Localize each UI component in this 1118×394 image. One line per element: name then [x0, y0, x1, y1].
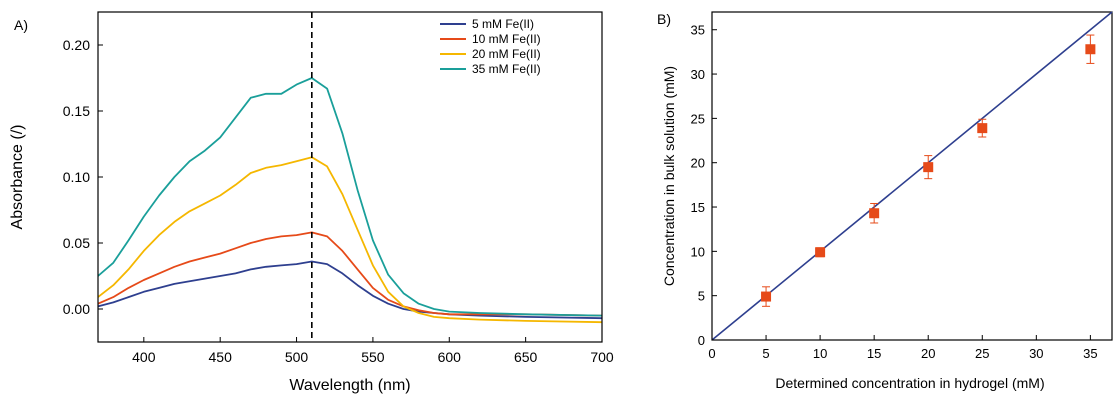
x-tick-label: 35 — [1083, 346, 1097, 361]
y-tick-label: 10 — [691, 244, 705, 259]
x-tick-label: 700 — [590, 349, 614, 365]
panel-b-fit-line — [711, 11, 1113, 341]
series-line-1 — [97, 260, 603, 320]
data-point — [869, 202, 880, 224]
legend-label: 20 mM Fe(II) — [472, 47, 541, 61]
data-point — [815, 247, 826, 258]
x-tick-label: 550 — [361, 349, 385, 365]
panel-b-points-layer — [761, 34, 1096, 307]
legend-label: 35 mM Fe(II) — [472, 62, 541, 76]
y-tick-label: 30 — [691, 67, 705, 82]
y-tick-label: 5 — [698, 289, 705, 304]
y-tick-label: 0.10 — [63, 169, 90, 185]
series-line-3 — [97, 156, 603, 324]
y-tick-label: 0.15 — [63, 103, 90, 119]
y-tick-label: 20 — [691, 156, 705, 171]
panel-b-label: B) — [657, 11, 671, 27]
panel-b: B) 0 5 10 15 20 25 30 35 0 5 10 15 20 25 30 35 Determi… — [657, 11, 1113, 391]
y-tick-label: 0.20 — [63, 37, 90, 53]
panel-a-legend: 5 mM Fe(II)10 mM Fe(II)20 mM Fe(II)35 mM… — [440, 17, 541, 76]
y-tick-label: 0 — [698, 333, 705, 348]
x-tick-label: 10 — [813, 346, 827, 361]
panel-a-x-ticks: 400 450 500 550 600 650 700 — [132, 337, 614, 365]
y-tick-label: 0.00 — [63, 301, 90, 317]
point-marker — [1085, 44, 1096, 55]
panel-a-series-layer — [97, 77, 603, 324]
panel-b-y-axis-title: Concentration in bulk solution (mM) — [661, 66, 677, 286]
y-tick-label: 15 — [691, 200, 705, 215]
panel-b-x-axis-title: Determined concentration in hydrogel (mM… — [775, 375, 1044, 391]
series-line-2 — [97, 231, 603, 317]
panel-a: A) 400 450 500 550 600 650 700 0.00 0.05 0.10 0.1… — [9, 11, 614, 394]
x-tick-label: 25 — [975, 346, 989, 361]
panel-b-x-ticks: 0 5 10 15 20 25 30 35 — [708, 335, 1098, 361]
x-tick-label: 5 — [762, 346, 769, 361]
data-point — [1085, 34, 1096, 64]
data-point — [977, 118, 988, 138]
point-marker — [869, 208, 880, 219]
y-tick-label: 25 — [691, 111, 705, 126]
legend-label: 10 mM Fe(II) — [472, 32, 541, 46]
legend-label: 5 mM Fe(II) — [472, 17, 534, 31]
series-line-4 — [97, 77, 603, 317]
point-marker — [977, 123, 988, 134]
x-tick-label: 500 — [285, 349, 309, 365]
point-marker — [923, 162, 934, 173]
x-tick-label: 0 — [708, 346, 715, 361]
panel-b-y-ticks: 0 5 10 15 20 25 30 35 — [691, 23, 717, 348]
x-tick-label: 15 — [867, 346, 881, 361]
y-tick-label: 0.05 — [63, 235, 90, 251]
panel-a-y-axis-title: Absorbance (/) — [9, 125, 26, 230]
x-tick-label: 30 — [1029, 346, 1043, 361]
x-tick-label: 20 — [921, 346, 935, 361]
panel-a-y-ticks: 0.00 0.05 0.10 0.15 0.20 — [63, 37, 103, 317]
y-tick-label: 35 — [691, 23, 705, 38]
x-tick-label: 450 — [209, 349, 233, 365]
panel-b-plot-frame — [711, 11, 1113, 341]
point-marker — [815, 247, 826, 258]
x-tick-label: 650 — [514, 349, 538, 365]
x-tick-label: 600 — [438, 349, 462, 365]
point-marker — [761, 291, 772, 302]
panel-a-label: A) — [14, 17, 28, 33]
x-tick-label: 400 — [132, 349, 156, 365]
data-point — [923, 155, 934, 180]
panel-a-x-axis-title: Wavelength (nm) — [289, 377, 410, 394]
data-point — [761, 286, 772, 307]
